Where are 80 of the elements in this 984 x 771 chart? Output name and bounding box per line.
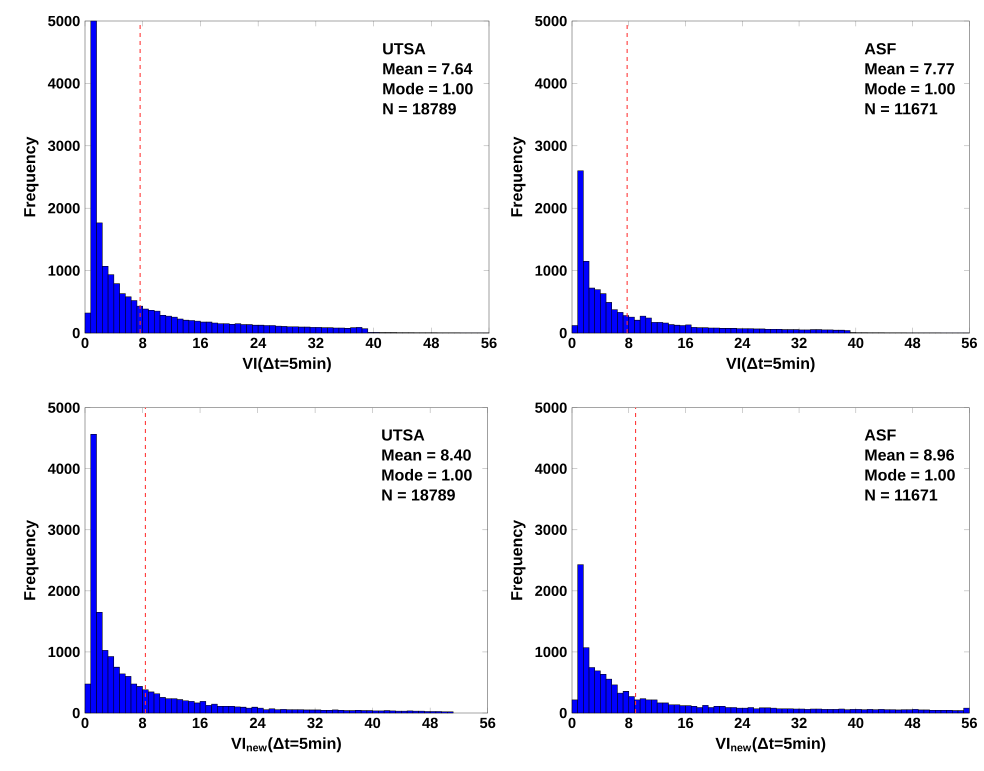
y-tick-label: 3000 <box>535 140 567 152</box>
x-tick-label: 48 <box>422 718 438 728</box>
y-tick-label: 2000 <box>48 203 80 214</box>
y-tick-label: 0 <box>560 708 567 718</box>
x-axis-title: VI$_{new}$(Δt=5min) <box>715 737 826 752</box>
annotation: N = 11671 <box>865 103 938 114</box>
annotation: N = 11671 <box>865 489 938 501</box>
x-tick-label: 48 <box>423 338 439 348</box>
y-axis-title: Frequency <box>511 520 526 600</box>
x-tick-label: 8 <box>625 338 632 348</box>
annotation: UTSA <box>382 429 424 441</box>
annotation: Mode = 1.00 <box>865 468 955 481</box>
x-tick-label: 16 <box>192 718 208 728</box>
y-tick-label: 1000 <box>48 265 80 276</box>
x-tick-label: 32 <box>791 338 807 348</box>
y-tick-label: 4000 <box>534 464 567 474</box>
x-tick-label: 56 <box>481 338 497 348</box>
annotation: Mode = 1.00 <box>383 82 473 94</box>
x-tick-label: 32 <box>791 718 807 728</box>
y-tick-label: 0 <box>560 328 567 338</box>
y-axis-title: Frequency <box>24 136 39 216</box>
x-axis-title: VI(Δt=5min) <box>726 357 815 372</box>
y-tick-label: 2000 <box>535 586 567 596</box>
annotation: Mean = 7.64 <box>383 63 472 74</box>
y-tick-label: 1000 <box>536 646 567 658</box>
annotation: Mode = 1.00 <box>865 82 955 94</box>
x-tick-label: 56 <box>480 718 496 728</box>
annotation: Mode = 1.00 <box>382 468 472 481</box>
annotation: ASF <box>864 43 896 54</box>
annotation: N = 18789 <box>383 103 456 114</box>
y-tick-label: 2000 <box>48 586 80 596</box>
x-tick-label: 40 <box>364 718 380 728</box>
y-tick-label: 2000 <box>535 203 567 214</box>
annotation: Mean = 8.40 <box>382 449 471 461</box>
annotation: Mean = 7.77 <box>865 63 954 74</box>
x-tick-label: 24 <box>734 718 750 728</box>
x-axis-title: VI(Δt=5min) <box>242 357 331 372</box>
y-tick-label: 5000 <box>535 402 567 413</box>
x-tick-label: 16 <box>193 338 208 348</box>
y-tick-label: 3000 <box>48 140 80 152</box>
y-tick-label: 5000 <box>535 16 567 26</box>
annotation: N = 18789 <box>382 489 455 501</box>
y-tick-label: 5000 <box>48 402 80 413</box>
y-tick-label: 4000 <box>48 78 80 89</box>
annotation: ASF <box>864 429 896 441</box>
x-tick-label: 56 <box>962 338 977 348</box>
x-tick-label: 48 <box>904 338 920 348</box>
y-tick-label: 4000 <box>534 78 567 89</box>
y-tick-label: 1000 <box>48 646 80 658</box>
y-axis-title: Frequency <box>24 520 39 600</box>
x-tick-label: 48 <box>904 718 920 728</box>
x-tick-label: 24 <box>250 718 266 728</box>
x-tick-label: 8 <box>139 338 146 348</box>
x-tick-label: 0 <box>82 718 88 728</box>
y-tick-label: 5000 <box>48 16 80 26</box>
x-tick-label: 8 <box>138 718 146 728</box>
x-tick-label: 40 <box>366 338 382 348</box>
y-axis-title: Frequency <box>511 136 526 216</box>
y-tick-label: 4000 <box>48 464 80 474</box>
x-tick-label: 16 <box>678 718 694 728</box>
x-tick-label: 0 <box>568 718 576 728</box>
y-tick-label: 0 <box>72 708 80 718</box>
x-tick-label: 16 <box>678 338 694 348</box>
x-tick-label: 24 <box>734 338 750 348</box>
x-tick-label: 0 <box>82 338 88 348</box>
x-tick-label: 0 <box>568 338 576 348</box>
x-tick-label: 56 <box>962 718 977 728</box>
x-tick-label: 24 <box>250 338 266 348</box>
x-tick-label: 32 <box>308 338 324 348</box>
y-tick-label: 3000 <box>535 524 567 536</box>
y-tick-label: 0 <box>72 328 80 338</box>
y-tick-label: 1000 <box>536 265 567 276</box>
x-tick-label: 40 <box>848 338 864 348</box>
annotation: UTSA <box>383 43 426 54</box>
x-axis-title: VI$_{new}$(Δt=5min) <box>231 737 341 752</box>
annotation: Mean = 8.96 <box>865 449 954 461</box>
x-tick-label: 8 <box>625 718 632 728</box>
x-tick-label: 32 <box>307 718 323 728</box>
y-tick-label: 3000 <box>48 524 80 536</box>
x-tick-label: 40 <box>848 718 864 728</box>
